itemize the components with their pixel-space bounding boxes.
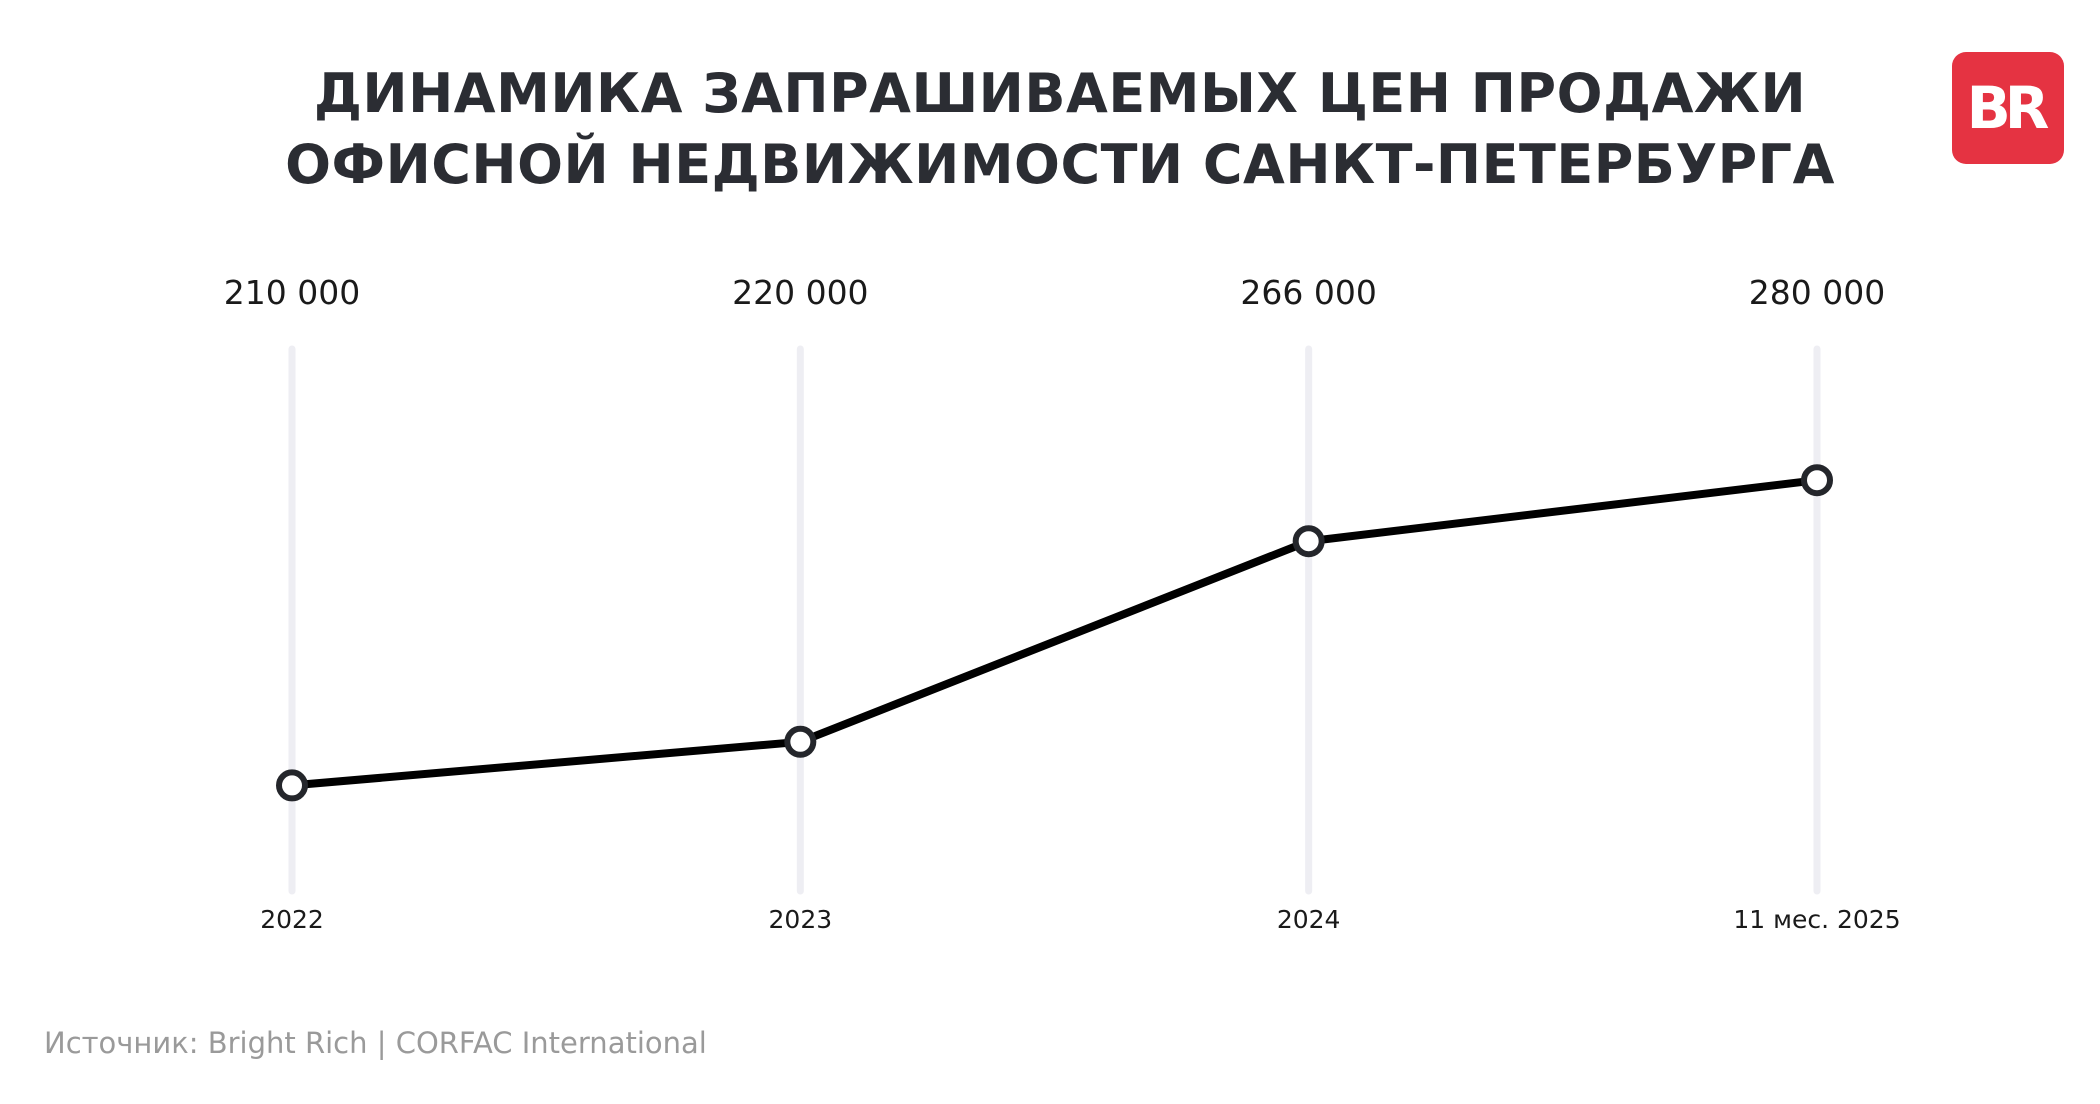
data-point-3 — [1292, 525, 1325, 558]
br-logo: BR — [1952, 52, 2064, 164]
series-line — [288, 476, 1821, 790]
value-label-3: 266 000 — [1240, 273, 1376, 312]
value-label-1: 210 000 — [224, 273, 360, 312]
chart-title-line-1: ДИНАМИКА ЗАПРАШИВАЕМЫХ ЦЕН ПРОДАЖИ — [313, 62, 1807, 125]
x-tick-label-2: 2023 — [769, 905, 833, 934]
logo-text: BR — [1966, 74, 2050, 142]
x-tick-label-3: 2024 — [1277, 905, 1341, 934]
value-label-4: 280 000 — [1749, 273, 1885, 312]
line-chart: 210 000 220 000 266 000 280 000 2022 2023 2024… — [224, 273, 1901, 934]
x-tick-label-4: 11 мес. 2025 — [1733, 905, 1900, 934]
source-note: Источник: Bright Rich | CORFAC Internati… — [44, 1026, 707, 1060]
data-point-4 — [1801, 464, 1833, 497]
chart-title-line-2: ОФИСНОЙ НЕДВИЖИМОСТИ САНКТ-ПЕТЕРБУРГА — [285, 133, 1835, 196]
data-point-2 — [784, 725, 817, 758]
data-point-1 — [276, 769, 308, 802]
value-label-2: 220 000 — [732, 273, 868, 312]
x-tick-label-1: 2022 — [260, 905, 324, 934]
